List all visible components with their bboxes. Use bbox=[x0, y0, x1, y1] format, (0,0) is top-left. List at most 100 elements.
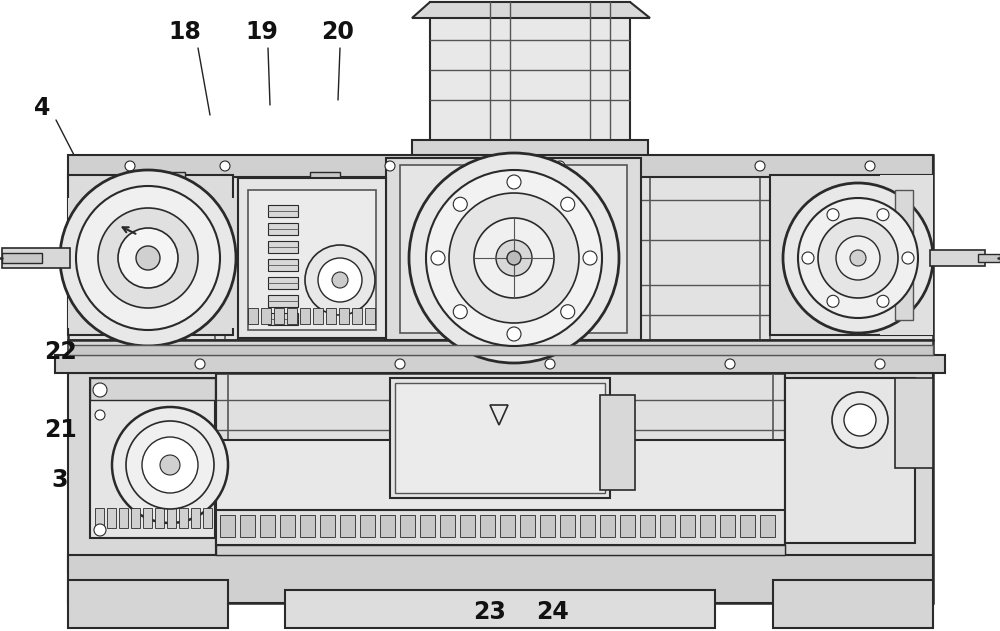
Bar bbox=[268, 223, 298, 235]
Bar bbox=[68, 340, 933, 370]
Circle shape bbox=[125, 161, 135, 171]
Bar bbox=[268, 259, 298, 271]
Bar bbox=[400, 165, 627, 333]
Text: 18: 18 bbox=[169, 20, 201, 44]
Bar bbox=[260, 515, 275, 537]
Bar bbox=[352, 308, 362, 324]
Text: 3: 3 bbox=[52, 468, 68, 492]
Circle shape bbox=[305, 245, 375, 315]
Circle shape bbox=[877, 295, 889, 307]
Bar bbox=[167, 508, 176, 528]
Bar bbox=[155, 508, 164, 528]
Bar bbox=[268, 313, 298, 325]
Bar bbox=[287, 308, 297, 324]
Circle shape bbox=[395, 359, 405, 369]
Bar bbox=[400, 515, 415, 537]
Bar bbox=[179, 508, 188, 528]
Circle shape bbox=[783, 183, 933, 333]
Bar bbox=[216, 440, 785, 555]
Circle shape bbox=[94, 524, 106, 536]
Circle shape bbox=[561, 198, 575, 211]
Bar bbox=[760, 515, 775, 537]
Bar bbox=[268, 295, 298, 307]
Bar bbox=[395, 383, 605, 493]
Text: 20: 20 bbox=[322, 20, 354, 44]
Bar bbox=[191, 508, 200, 528]
Circle shape bbox=[195, 359, 205, 369]
Circle shape bbox=[126, 421, 214, 509]
Circle shape bbox=[802, 252, 814, 264]
Bar bbox=[740, 515, 755, 537]
Circle shape bbox=[875, 359, 885, 369]
Circle shape bbox=[453, 305, 467, 319]
Circle shape bbox=[136, 246, 160, 270]
Bar bbox=[785, 373, 933, 573]
Bar bbox=[300, 515, 315, 537]
Circle shape bbox=[832, 392, 888, 448]
Circle shape bbox=[496, 240, 532, 276]
Circle shape bbox=[507, 175, 521, 189]
Bar bbox=[773, 580, 933, 628]
Circle shape bbox=[318, 258, 362, 302]
Bar bbox=[460, 515, 475, 537]
Bar bbox=[326, 308, 336, 324]
Text: 22: 22 bbox=[44, 340, 76, 364]
Circle shape bbox=[850, 250, 866, 266]
Bar bbox=[238, 178, 386, 338]
Text: 24: 24 bbox=[536, 600, 568, 624]
Bar bbox=[119, 508, 128, 528]
Circle shape bbox=[76, 186, 220, 330]
Bar bbox=[930, 250, 985, 266]
Bar bbox=[285, 590, 715, 628]
Bar bbox=[90, 378, 215, 538]
Circle shape bbox=[160, 455, 180, 475]
Bar bbox=[895, 190, 913, 320]
Circle shape bbox=[902, 252, 914, 264]
Circle shape bbox=[426, 170, 602, 346]
Text: 19: 19 bbox=[246, 20, 278, 44]
Circle shape bbox=[507, 327, 521, 341]
Circle shape bbox=[453, 198, 467, 211]
Bar bbox=[68, 580, 228, 628]
Bar bbox=[785, 378, 915, 543]
Bar bbox=[660, 515, 675, 537]
Circle shape bbox=[865, 161, 875, 171]
Circle shape bbox=[60, 170, 236, 346]
Bar bbox=[300, 308, 310, 324]
Circle shape bbox=[798, 198, 918, 318]
Bar bbox=[600, 395, 635, 490]
Circle shape bbox=[844, 404, 876, 436]
Circle shape bbox=[385, 161, 395, 171]
Bar bbox=[143, 508, 152, 528]
Bar bbox=[339, 308, 349, 324]
Circle shape bbox=[827, 295, 839, 307]
Bar bbox=[520, 515, 535, 537]
Bar bbox=[390, 378, 610, 498]
Circle shape bbox=[220, 161, 230, 171]
Circle shape bbox=[836, 236, 880, 280]
Bar bbox=[107, 508, 116, 528]
Bar bbox=[274, 308, 284, 324]
Bar bbox=[540, 515, 555, 537]
Bar bbox=[978, 254, 1000, 262]
Bar bbox=[2, 253, 42, 263]
Bar bbox=[216, 510, 785, 545]
Text: 4: 4 bbox=[34, 96, 50, 120]
Bar bbox=[68, 373, 216, 573]
Circle shape bbox=[818, 218, 898, 298]
Bar bbox=[380, 515, 395, 537]
Circle shape bbox=[93, 383, 107, 397]
Bar bbox=[216, 545, 785, 555]
Bar bbox=[68, 155, 933, 340]
Circle shape bbox=[431, 251, 445, 265]
Bar bbox=[2, 248, 70, 268]
Text: 23: 23 bbox=[474, 600, 506, 624]
Bar bbox=[320, 515, 335, 537]
Circle shape bbox=[95, 410, 105, 420]
Bar bbox=[248, 308, 258, 324]
Bar bbox=[365, 308, 375, 324]
Bar bbox=[248, 190, 376, 330]
Circle shape bbox=[827, 209, 839, 221]
Bar bbox=[680, 515, 695, 537]
Circle shape bbox=[332, 272, 348, 288]
